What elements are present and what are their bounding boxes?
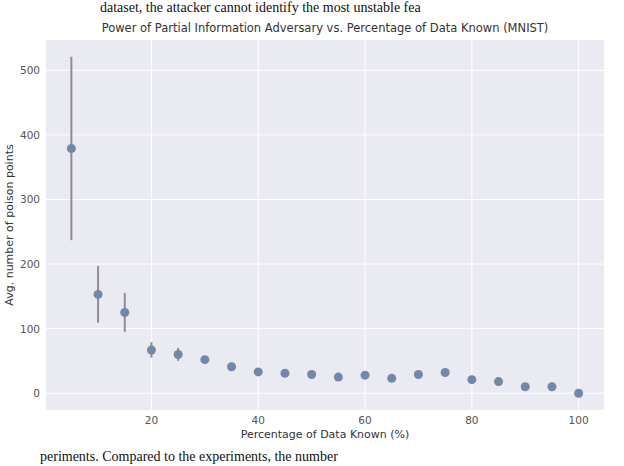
point [467, 375, 476, 384]
point [227, 362, 236, 371]
x-tick-label: 60 [358, 414, 371, 426]
grid-line [46, 264, 604, 265]
marks [67, 57, 583, 398]
grid-line [365, 40, 366, 410]
x-tick-label: 40 [252, 414, 265, 426]
grid-line [46, 328, 604, 329]
point [547, 382, 556, 391]
grid-line [46, 70, 604, 71]
annotation: periments. Compared to the experiments, … [40, 449, 338, 464]
y-tick-label: 200 [20, 258, 40, 270]
x-axis-label: Percentage of Data Known (%) [241, 428, 410, 441]
y-tick-label: 0 [33, 387, 40, 399]
point [147, 345, 156, 354]
y-tick-label: 500 [20, 64, 40, 76]
y-tick-label: 300 [20, 193, 40, 205]
x-tick-label: 100 [569, 414, 589, 426]
title: Power of Partial Information Adversary v… [102, 21, 549, 35]
point [441, 368, 450, 377]
point [414, 370, 423, 379]
y-tick-label: 100 [20, 323, 40, 335]
grid-line [258, 40, 259, 410]
grid-line [151, 40, 152, 410]
point [574, 389, 583, 398]
annotation: dataset, the attacker cannot identify th… [100, 0, 421, 15]
x-tick-label: 20 [145, 414, 158, 426]
point [387, 374, 396, 383]
chart: dataset, the attacker cannot identify th… [0, 0, 624, 466]
point [174, 350, 183, 359]
grid-line [46, 199, 604, 200]
point [334, 373, 343, 382]
grid-line [471, 40, 472, 410]
x-tick-label: 80 [465, 414, 478, 426]
point [307, 370, 316, 379]
grid-line [46, 134, 604, 135]
y-tick-label: 400 [20, 129, 40, 141]
point [200, 355, 209, 364]
point [94, 290, 103, 299]
point [280, 369, 289, 378]
grid-line [46, 393, 604, 394]
point [361, 371, 370, 380]
plot-background [46, 40, 604, 410]
point [254, 367, 263, 376]
grid-line [578, 40, 579, 410]
point [120, 308, 129, 317]
y-axis-label: Avg. number of poison points [3, 144, 16, 306]
point [494, 377, 503, 386]
point [67, 144, 76, 153]
point [521, 382, 530, 391]
